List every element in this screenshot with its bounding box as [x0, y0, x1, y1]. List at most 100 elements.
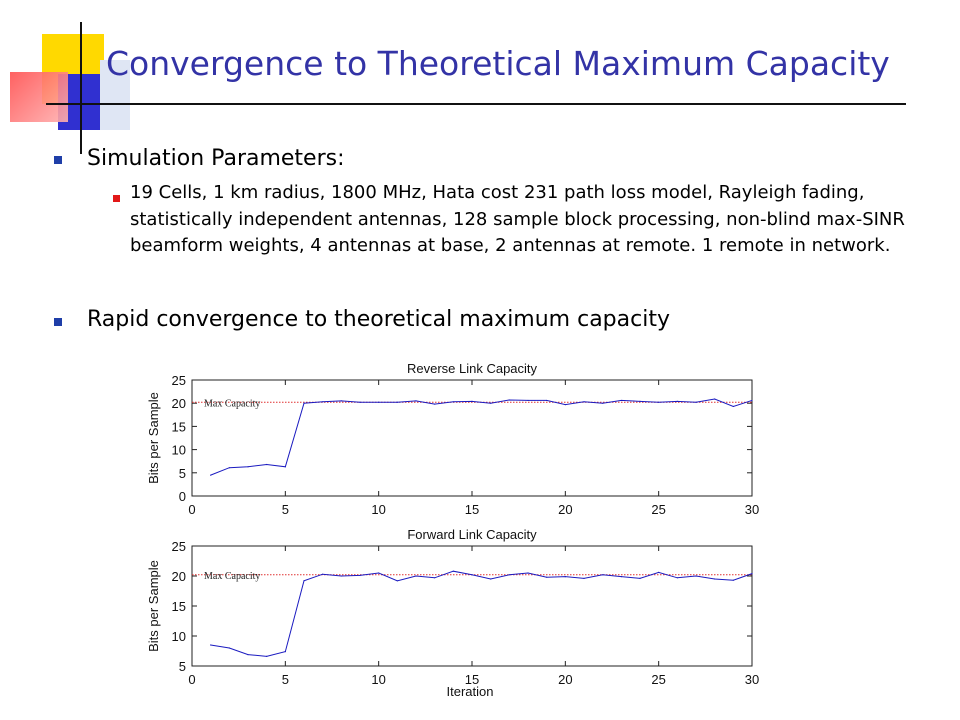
forward-data-point — [508, 574, 510, 576]
forward-x-tick-label: 15 — [465, 672, 479, 687]
forward-data-point — [228, 647, 230, 649]
reverse-data-point — [695, 401, 697, 403]
reverse-data-point — [564, 403, 566, 406]
forward-capacity-series-line — [210, 570, 753, 657]
reverse-x-tick-label: 15 — [465, 502, 479, 517]
reverse-data-point — [210, 474, 212, 476]
reverse-data-point — [490, 402, 492, 404]
forward-data-point — [284, 651, 286, 653]
forward-data-point — [639, 577, 641, 580]
reverse-data-point — [658, 401, 660, 403]
forward-data-point — [583, 577, 585, 580]
reverse-x-tick-label: 20 — [558, 502, 572, 517]
reverse-data-point — [415, 400, 417, 402]
forward-y-tick-label: 25 — [172, 539, 186, 554]
reverse-y-tick-label: 15 — [172, 419, 186, 434]
reverse-plot-frame — [191, 379, 753, 497]
forward-data-point — [676, 577, 678, 579]
reverse-data-point — [471, 400, 473, 402]
forward-max-capacity-label: Max Capacity — [204, 571, 260, 582]
reverse-data-point — [303, 402, 305, 404]
forward-chart-title: Forward Link Capacity — [407, 527, 537, 542]
bullet-marker — [54, 156, 62, 164]
reverse-data-point — [583, 401, 585, 403]
reverse-data-point — [527, 399, 529, 402]
forward-x-tick-label: 5 — [282, 672, 289, 687]
reverse-data-point — [676, 400, 678, 402]
forward-x-axis-label: Iteration — [447, 684, 494, 699]
sub-bullet-parameters: 19 Cells, 1 km radius, 1800 MHz, Hata co… — [130, 182, 905, 256]
bullet-marker — [54, 318, 62, 326]
reverse-data-point — [284, 466, 286, 468]
deco-pale-block — [100, 60, 130, 130]
forward-data-point — [490, 578, 492, 580]
reverse-data-point — [378, 401, 380, 403]
reverse-data-point — [396, 401, 398, 403]
forward-y-axis-label: Bits per Sample — [146, 560, 161, 652]
forward-x-tick-label: 20 — [558, 672, 572, 687]
forward-x-tick-label: 30 — [745, 672, 759, 687]
forward-data-point — [546, 576, 548, 578]
forward-data-point — [247, 654, 249, 656]
forward-data-point — [658, 571, 660, 574]
forward-y-tick-label: 10 — [172, 629, 186, 644]
forward-x-tick-label: 0 — [188, 672, 195, 687]
slide-title: Convergence to Theoretical Maximum Capac… — [106, 44, 890, 83]
reverse-y-tick-label: 10 — [172, 443, 186, 458]
reverse-x-tick-label: 0 — [188, 502, 195, 517]
reverse-chart-title: Reverse Link Capacity — [407, 361, 538, 376]
forward-x-tick-label: 25 — [651, 672, 665, 687]
forward-data-point — [751, 573, 753, 575]
reverse-data-point — [732, 405, 734, 408]
reverse-data-point — [751, 399, 753, 402]
forward-data-point — [714, 578, 716, 580]
deco-horizontal-rule — [46, 103, 906, 105]
reverse-max-capacity-label: Max Capacity — [204, 398, 260, 409]
forward-y-tick-label: 5 — [179, 659, 186, 674]
forward-data-point — [452, 570, 454, 572]
deco-red-block — [10, 72, 68, 122]
forward-data-point — [620, 576, 622, 578]
forward-plot-frame — [191, 545, 753, 667]
sub-bullet-marker — [113, 195, 120, 202]
reverse-data-point — [434, 403, 436, 405]
reverse-data-point — [452, 401, 454, 403]
reverse-x-tick-label: 10 — [371, 502, 385, 517]
forward-data-point — [322, 573, 324, 575]
reverse-data-point — [247, 466, 249, 468]
forward-data-point — [303, 580, 305, 582]
forward-y-tick-label: 20 — [172, 569, 186, 584]
bullet-rapid-convergence: Rapid convergence to theoretical maximum… — [87, 307, 670, 332]
reverse-data-point — [639, 400, 641, 402]
forward-data-point — [471, 574, 473, 576]
deco-vertical-rule — [80, 22, 82, 154]
reverse-data-point — [546, 399, 548, 402]
reverse-x-tick-label: 30 — [745, 502, 759, 517]
forward-data-point — [210, 644, 212, 646]
reverse-data-point — [340, 400, 342, 402]
forward-data-point — [434, 577, 436, 579]
forward-data-point — [602, 574, 604, 576]
forward-data-point — [266, 655, 268, 658]
reverse-data-point — [620, 399, 622, 402]
reverse-data-point — [508, 399, 510, 401]
forward-data-point — [527, 572, 529, 574]
forward-data-point — [564, 576, 566, 578]
reverse-capacity-series-line — [210, 398, 753, 476]
forward-data-point — [415, 575, 417, 577]
forward-data-point — [732, 579, 734, 581]
reverse-data-point — [266, 463, 268, 466]
forward-x-tick-label: 10 — [371, 672, 385, 687]
forward-data-point — [695, 575, 697, 577]
reverse-data-point — [714, 398, 716, 400]
reverse-y-tick-label: 25 — [172, 373, 186, 388]
reverse-y-tick-label: 20 — [172, 396, 186, 411]
reverse-data-point — [228, 467, 230, 469]
reverse-x-tick-label: 5 — [282, 502, 289, 517]
reverse-y-tick-label: 0 — [179, 489, 186, 504]
forward-data-point — [340, 575, 342, 577]
bullet-simulation-parameters: Simulation Parameters: — [87, 146, 345, 171]
forward-data-point — [359, 574, 361, 577]
reverse-data-point — [602, 402, 604, 404]
